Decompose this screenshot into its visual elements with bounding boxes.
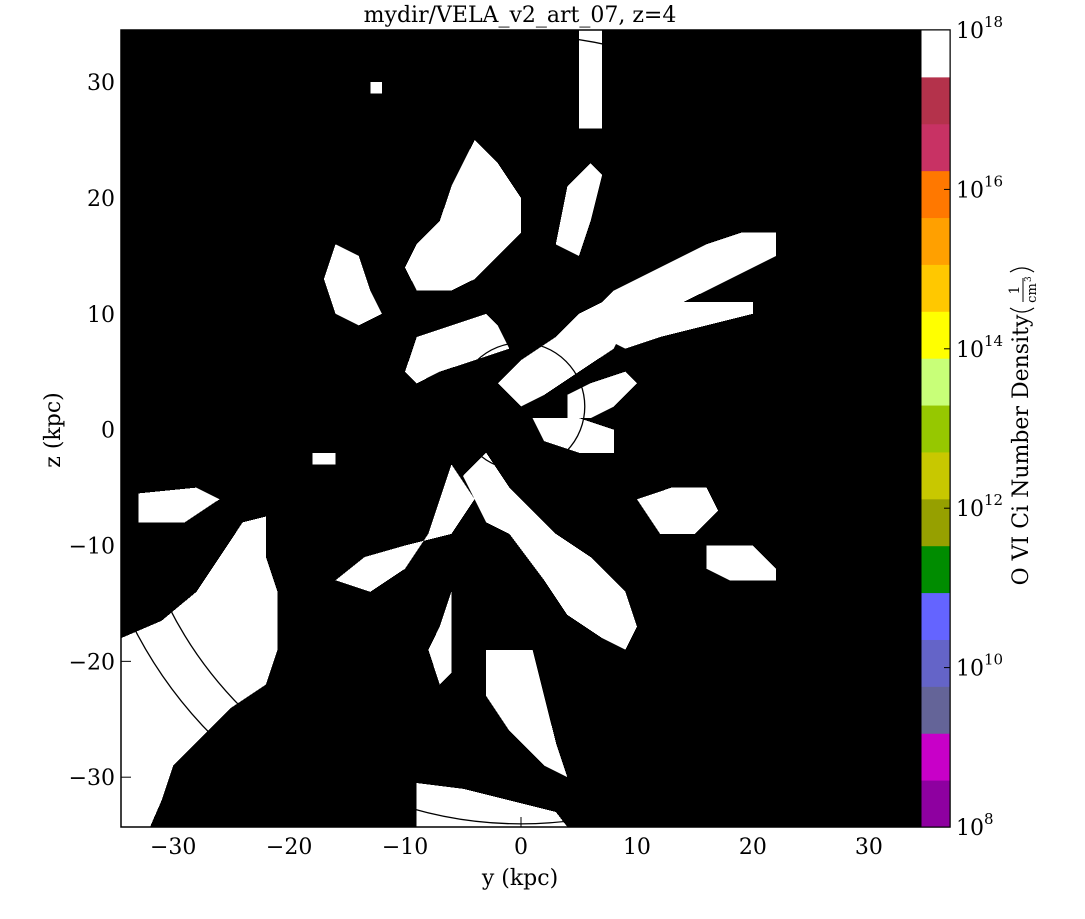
density-region xyxy=(138,487,220,523)
colorbar-band xyxy=(921,170,950,219)
density-region xyxy=(405,140,521,291)
colorbar-band xyxy=(921,639,950,687)
y-axis-label: z (kpc) xyxy=(41,392,66,468)
colorbar-band xyxy=(921,264,950,312)
y-tick-label: 30 xyxy=(87,71,115,96)
unit-denominator: cm xyxy=(1025,283,1040,303)
colorbar-frame xyxy=(920,29,951,828)
colorbar-band xyxy=(921,311,950,359)
density-regions xyxy=(121,30,777,827)
x-axis-ticks: −30 −20 −10 0 10 20 30 xyxy=(150,30,883,860)
y-tick-label: 0 xyxy=(101,419,115,444)
colorbar-label-group: O VI Ci Number Density 1 cm 3 xyxy=(1007,267,1040,585)
colorbar-tick-label: 1012 xyxy=(956,491,1003,522)
y-tick-label: −30 xyxy=(69,766,115,791)
colorbar-tick-label: 1018 xyxy=(956,13,1003,44)
colorbar-band xyxy=(921,592,950,640)
colorbar-tick-label: 1016 xyxy=(956,172,1003,203)
y-tick-label: 10 xyxy=(87,303,115,328)
x-tick-label: 20 xyxy=(739,835,767,860)
density-region xyxy=(532,418,614,453)
unit-power: 3 xyxy=(1024,276,1034,282)
colorbar-tick-label: 108 xyxy=(956,810,994,841)
density-region xyxy=(428,591,452,685)
density-region xyxy=(121,516,278,827)
density-region xyxy=(405,313,510,384)
colorbar-tick-label: 1010 xyxy=(956,651,1003,682)
colorbar-band xyxy=(921,733,950,781)
unit-left-paren xyxy=(1009,307,1035,313)
density-region xyxy=(370,82,382,94)
density-region xyxy=(416,783,568,827)
colorbar-band xyxy=(921,686,950,734)
colorbar-band xyxy=(921,30,950,78)
density-region xyxy=(590,313,661,337)
colorbar-band xyxy=(921,123,950,172)
colorbar-band xyxy=(921,405,950,453)
y-axis-ticks: 30 20 10 0 −10 −20 −30 xyxy=(69,71,950,791)
x-tick-label: −10 xyxy=(382,835,428,860)
x-tick-label: −20 xyxy=(266,835,312,860)
colorbar-band xyxy=(921,545,950,594)
density-region xyxy=(486,649,568,778)
plot-area xyxy=(120,29,951,828)
y-tick-label: 20 xyxy=(87,187,115,212)
colorbar-bands xyxy=(921,30,950,828)
unit-right-paren xyxy=(1009,267,1035,273)
density-region xyxy=(463,452,637,650)
x-tick-label: −30 xyxy=(150,835,196,860)
colorbar: 108 1010 1012 1014 1016 1018 O VI Ci Number D… xyxy=(920,13,1040,841)
x-tick-label: 30 xyxy=(855,835,883,860)
colorbar-band xyxy=(921,76,950,125)
density-region xyxy=(555,163,603,256)
density-region xyxy=(637,487,719,534)
colorbar-band xyxy=(921,498,950,547)
colorbar-ticks: 108 1010 1012 1014 1016 1018 xyxy=(944,13,1003,841)
density-region xyxy=(579,30,603,129)
y-tick-label: −10 xyxy=(69,535,115,560)
density-region xyxy=(323,244,382,326)
density-region xyxy=(312,452,336,465)
x-axis-label: y (kpc) xyxy=(481,866,558,891)
colorbar-unit: 1 cm 3 xyxy=(1007,267,1040,313)
colorbar-tick-label: 1014 xyxy=(956,332,1003,363)
unit-numerator: 1 xyxy=(1007,286,1023,295)
colorbar-label: O VI Ci Number Density xyxy=(1009,314,1034,585)
density-region xyxy=(335,464,475,592)
x-tick-label: 0 xyxy=(514,835,528,860)
colorbar-band xyxy=(921,217,950,265)
y-tick-label: −20 xyxy=(69,650,115,675)
colorbar-band xyxy=(921,358,950,406)
x-tick-label: 10 xyxy=(623,835,651,860)
colorbar-band xyxy=(921,451,950,500)
density-region xyxy=(602,302,753,349)
density-region xyxy=(706,545,777,581)
colorbar-band xyxy=(921,780,950,828)
chart-title: mydir/VELA_v2_art_07, z=4 xyxy=(364,3,677,28)
virial-circle xyxy=(456,342,586,471)
